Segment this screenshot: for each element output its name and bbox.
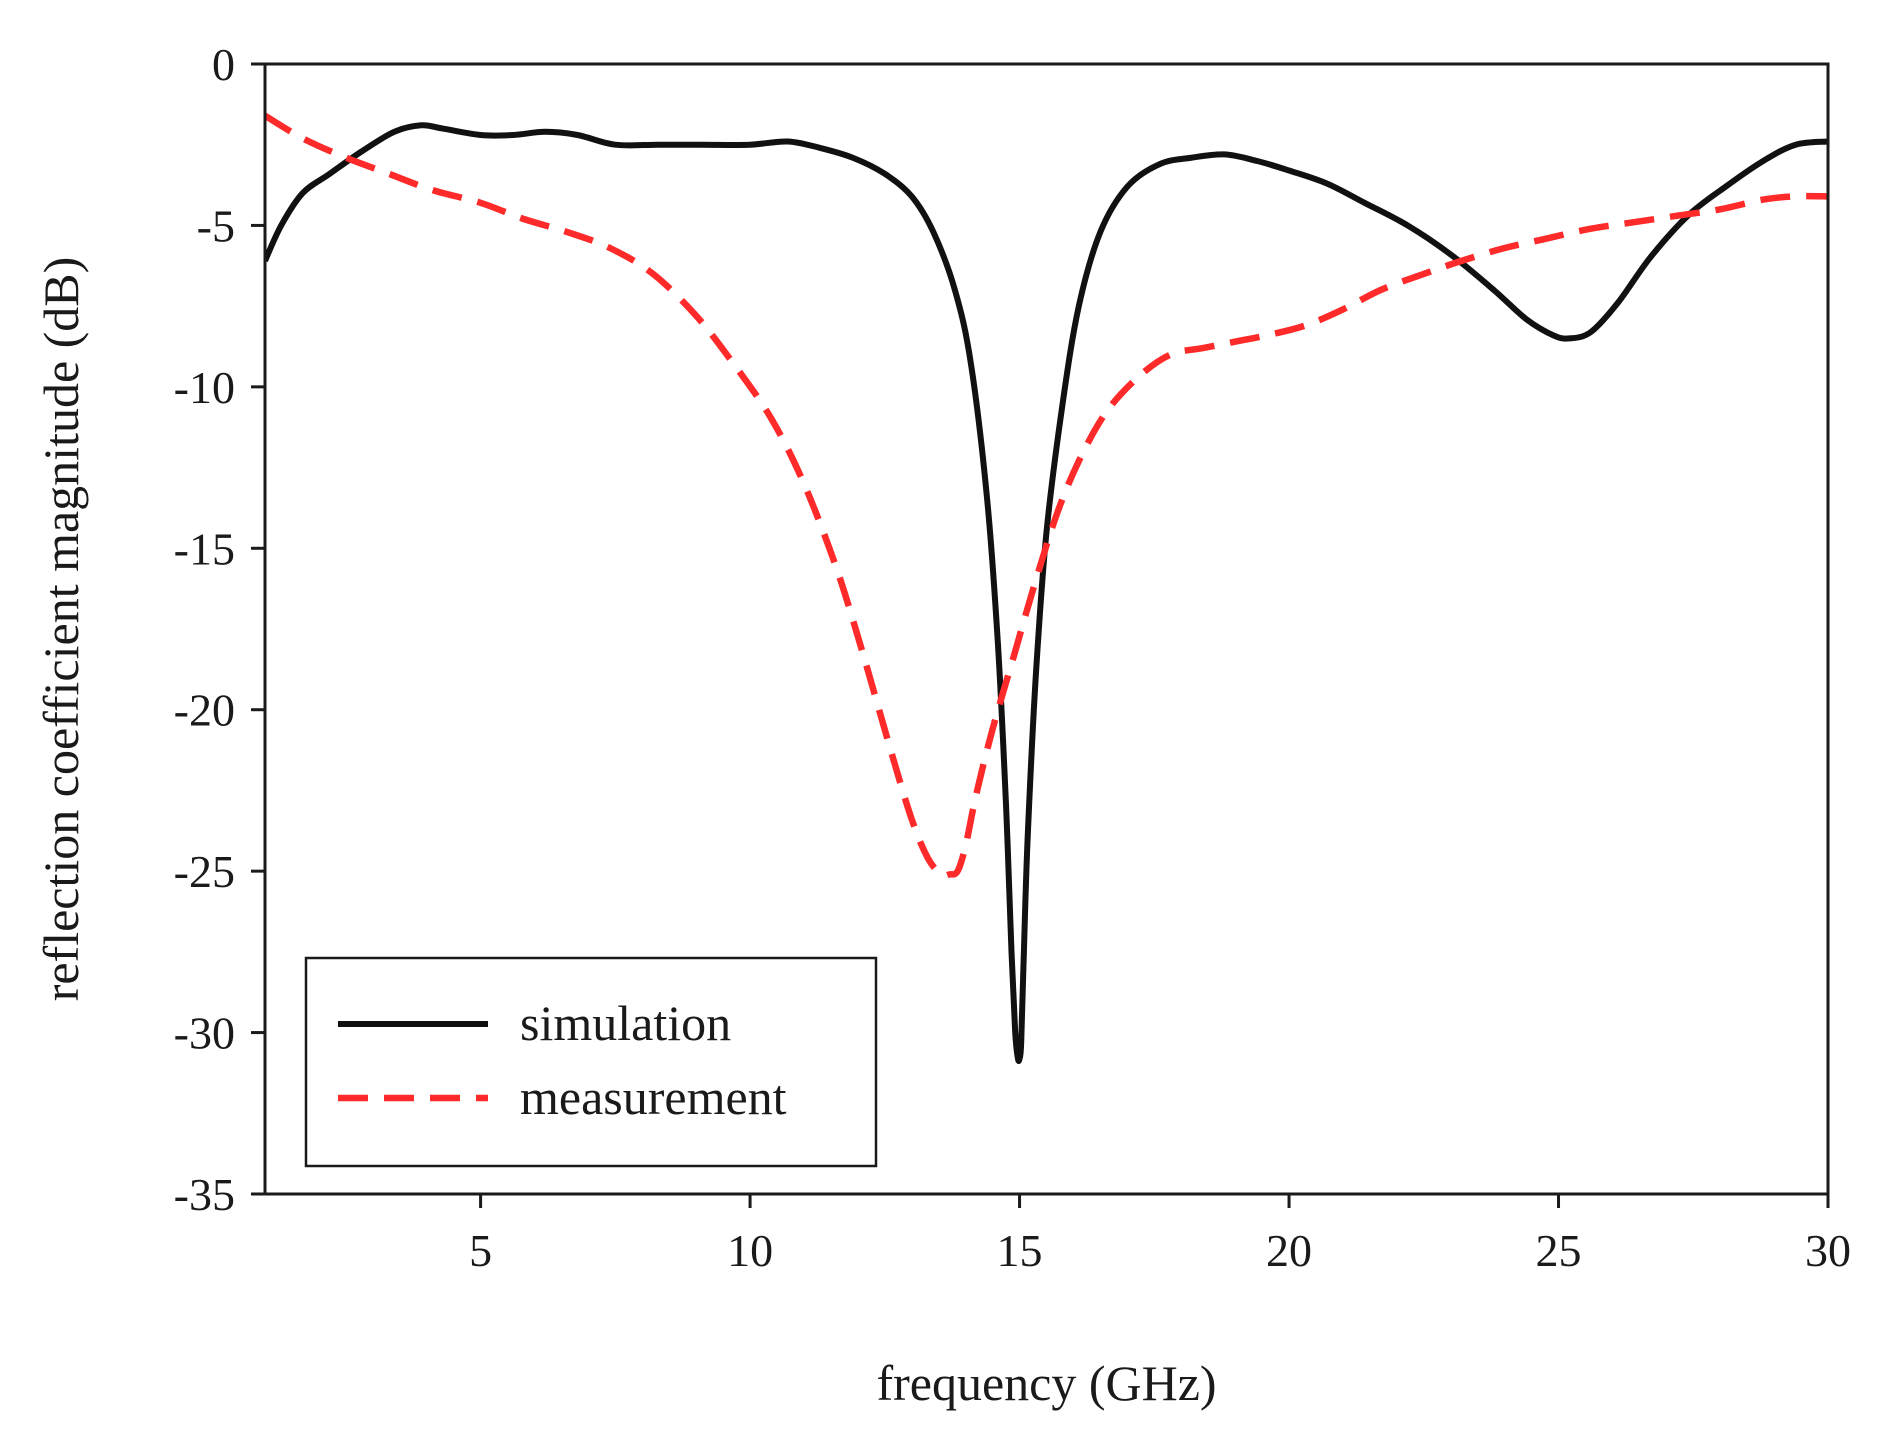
series-line-measurement xyxy=(265,112,1828,879)
y-tick-label: -15 xyxy=(174,523,235,574)
legend-label-simulation: simulation xyxy=(520,995,731,1051)
y-tick-label: -25 xyxy=(174,846,235,897)
x-tick-label: 30 xyxy=(1805,1225,1851,1276)
x-tick-label: 5 xyxy=(469,1225,492,1276)
x-tick-label: 10 xyxy=(727,1225,773,1276)
legend-box xyxy=(304,956,878,1168)
y-tick-label: -20 xyxy=(174,685,235,736)
x-tick-label: 15 xyxy=(997,1225,1043,1276)
legend: simulation measurement xyxy=(304,956,878,1168)
y-axis-title: reflection coefficient magnitude (dB) xyxy=(33,257,89,1002)
x-tick-label: 20 xyxy=(1266,1225,1312,1276)
axis-ticks: 5 10 15 20 25 30 0 -5 -10 -15 -20 -25 -30 -35 xyxy=(174,39,1851,1276)
plot-lines xyxy=(265,112,1828,1065)
y-tick-label: 0 xyxy=(212,39,235,90)
series-line-simulation xyxy=(265,122,1828,1065)
y-tick-label: -10 xyxy=(174,362,235,413)
y-tick-label: -5 xyxy=(197,200,235,251)
y-tick-label: -30 xyxy=(174,1008,235,1059)
plot-area-frame xyxy=(263,62,1830,1196)
legend-label-measurement: measurement xyxy=(520,1069,787,1125)
x-tick-label: 25 xyxy=(1536,1225,1582,1276)
x-axis-title: frequency (GHz) xyxy=(876,1355,1216,1411)
y-tick-label: -35 xyxy=(174,1169,235,1220)
